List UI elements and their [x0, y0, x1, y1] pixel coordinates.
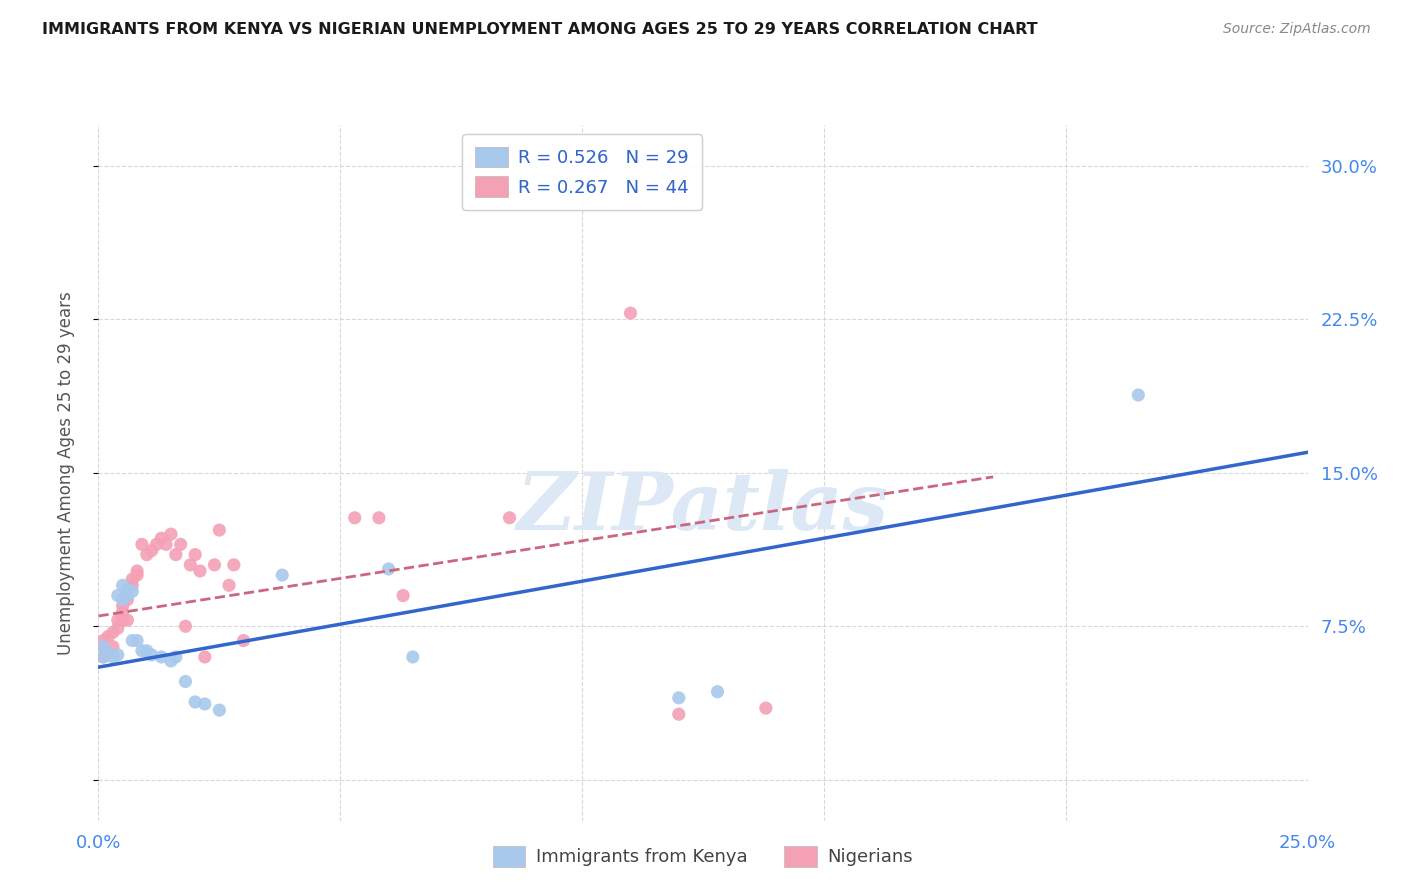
Point: [368, 510, 391, 524]
Point: [150, 531, 173, 545]
Point: [706, 684, 728, 698]
Point: [498, 510, 520, 524]
Point: [111, 592, 134, 607]
Point: [91, 649, 114, 664]
Point: [179, 558, 201, 572]
Point: [97, 630, 120, 644]
Point: [121, 633, 143, 648]
Point: [165, 548, 187, 562]
Point: [91, 649, 114, 664]
Point: [117, 582, 139, 597]
Y-axis label: Unemployment Among Ages 25 to 29 years: Unemployment Among Ages 25 to 29 years: [56, 291, 75, 655]
Point: [343, 510, 366, 524]
Point: [135, 548, 157, 562]
Point: [121, 572, 143, 586]
Point: [117, 592, 139, 607]
Point: [174, 619, 197, 633]
Point: [107, 621, 129, 635]
Point: [668, 707, 690, 722]
Point: [91, 633, 114, 648]
Legend: Immigrants from Kenya, Nigerians: Immigrants from Kenya, Nigerians: [485, 838, 921, 874]
Point: [91, 640, 114, 654]
Point: [145, 537, 167, 551]
Point: [169, 537, 191, 551]
Point: [208, 703, 231, 717]
Point: [208, 523, 231, 537]
Point: [131, 537, 153, 551]
Point: [111, 605, 134, 619]
Point: [97, 646, 120, 660]
Point: [194, 649, 217, 664]
Point: [135, 644, 157, 658]
Point: [150, 649, 173, 664]
Point: [1128, 388, 1150, 402]
Point: [127, 633, 149, 648]
Text: IMMIGRANTS FROM KENYA VS NIGERIAN UNEMPLOYMENT AMONG AGES 25 TO 29 YEARS CORRELA: IMMIGRANTS FROM KENYA VS NIGERIAN UNEMPL…: [42, 22, 1038, 37]
Point: [377, 562, 399, 576]
Point: [111, 613, 134, 627]
Point: [111, 599, 134, 613]
Legend: R = 0.526   N = 29, R = 0.267   N = 44: R = 0.526 N = 29, R = 0.267 N = 44: [463, 134, 702, 210]
Point: [107, 613, 129, 627]
Point: [117, 613, 139, 627]
Point: [218, 578, 240, 592]
Point: [97, 646, 120, 660]
Point: [271, 568, 294, 582]
Point: [121, 578, 143, 592]
Point: [141, 648, 163, 662]
Point: [232, 633, 254, 648]
Point: [184, 695, 207, 709]
Point: [402, 649, 425, 664]
Point: [107, 589, 129, 603]
Point: [755, 701, 778, 715]
Text: Source: ZipAtlas.com: Source: ZipAtlas.com: [1223, 22, 1371, 37]
Point: [619, 306, 641, 320]
Point: [111, 578, 134, 592]
Point: [165, 649, 187, 664]
Point: [127, 568, 149, 582]
Point: [160, 654, 183, 668]
Point: [101, 640, 124, 654]
Point: [174, 674, 197, 689]
Point: [127, 564, 149, 578]
Point: [160, 527, 183, 541]
Point: [194, 697, 217, 711]
Point: [131, 644, 153, 658]
Point: [101, 649, 124, 664]
Point: [91, 640, 114, 654]
Point: [101, 625, 124, 640]
Point: [204, 558, 226, 572]
Point: [668, 690, 690, 705]
Point: [141, 543, 163, 558]
Point: [188, 564, 211, 578]
Point: [392, 589, 415, 603]
Point: [117, 589, 139, 603]
Point: [222, 558, 245, 572]
Point: [155, 537, 177, 551]
Text: ZIPatlas: ZIPatlas: [517, 469, 889, 546]
Point: [184, 548, 207, 562]
Point: [107, 648, 129, 662]
Point: [121, 584, 143, 599]
